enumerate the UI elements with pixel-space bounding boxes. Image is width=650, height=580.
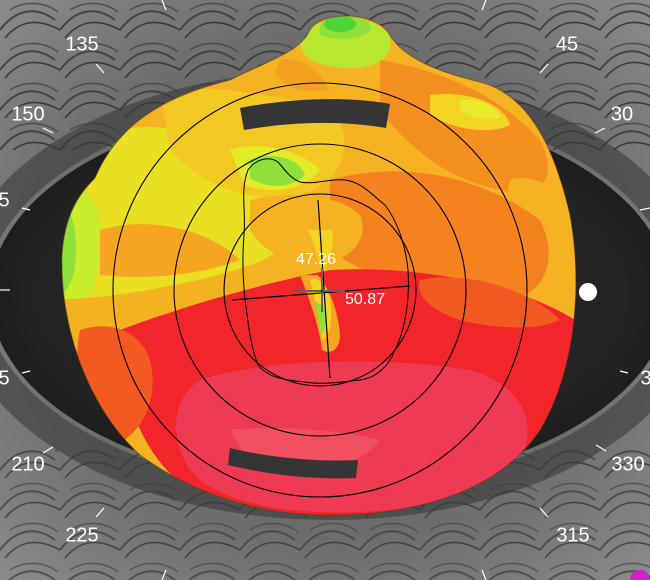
edge-tick-1 xyxy=(481,0,487,11)
axis-tick-345 xyxy=(619,370,629,374)
edge-tick-4 xyxy=(161,569,167,580)
axis-tick-135 xyxy=(95,63,105,74)
axis-tick-30 xyxy=(594,127,606,134)
corner-marker xyxy=(630,570,650,580)
pupil-outline xyxy=(242,158,409,384)
axis-tick-330 xyxy=(595,444,607,452)
edge-tick-0 xyxy=(161,0,167,11)
axis-tick-315 xyxy=(539,507,549,518)
axis-tick-45 xyxy=(539,63,549,74)
axis-tick-225 xyxy=(95,507,105,518)
light-reflection xyxy=(579,283,597,301)
flat-k-value: 47.26 xyxy=(296,251,336,268)
steep-k-value: 50.87 xyxy=(345,291,385,308)
ring-5mm xyxy=(173,143,467,437)
steep-axis-line xyxy=(317,199,331,379)
axis-label-315: 315 xyxy=(556,524,589,546)
axis-label-330: 330 xyxy=(611,453,644,475)
axis-label-150: 150 xyxy=(11,103,44,125)
reference-rings xyxy=(112,82,528,498)
lower-lid-shadow xyxy=(228,448,358,479)
edge-tick-5 xyxy=(481,569,487,580)
axis-label-30: 30 xyxy=(611,103,633,125)
edge-tick-3 xyxy=(639,207,650,211)
axis-label-345: 3 xyxy=(640,367,650,389)
ring-7mm xyxy=(112,82,528,498)
axis-label-225: 225 xyxy=(65,524,98,546)
axis-label-165: 5 xyxy=(0,189,10,211)
axis-label-45: 45 xyxy=(556,33,578,55)
upper-lid-shadow xyxy=(240,99,390,130)
cornea-outline xyxy=(61,15,577,516)
axis-label-135: 135 xyxy=(65,33,98,55)
axis-tick-210 xyxy=(42,446,54,454)
ring-3mm xyxy=(223,193,417,387)
axis-tick-195 xyxy=(21,370,31,374)
axis-tick-165 xyxy=(21,207,31,211)
axis-label-210: 210 xyxy=(11,453,44,475)
axis-label-195: 5 xyxy=(0,367,10,389)
axis-tick-150 xyxy=(42,127,54,134)
